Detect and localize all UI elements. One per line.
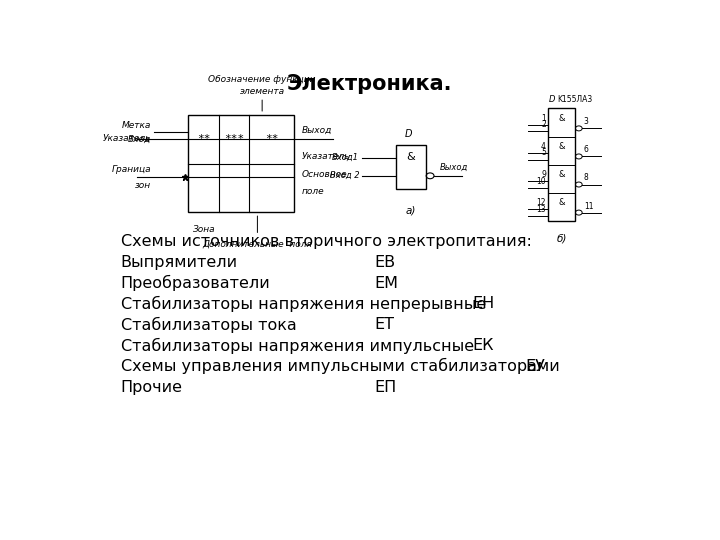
Text: 12: 12 [536, 198, 546, 207]
Text: 8: 8 [584, 173, 588, 183]
Text: Преобразователи: Преобразователи [121, 275, 271, 291]
Text: ЕК: ЕК [472, 338, 494, 353]
Text: &: & [407, 152, 415, 162]
Text: Вход1: Вход1 [332, 153, 359, 162]
Text: 13: 13 [536, 205, 546, 214]
Text: зон: зон [135, 180, 151, 190]
Text: элемента: элемента [240, 87, 284, 96]
Text: Указатель: Указатель [103, 134, 151, 143]
Text: 5: 5 [541, 148, 546, 158]
Text: Основное: Основное [302, 170, 348, 179]
Text: ЕН: ЕН [472, 296, 495, 312]
Bar [188, 114, 294, 212]
Text: 9: 9 [541, 170, 546, 179]
Text: Выход: Выход [440, 163, 468, 172]
Text: поле: поле [302, 187, 325, 196]
Text: Выпрямители: Выпрямители [121, 255, 238, 270]
Text: Обозначение функции: Обозначение функции [208, 75, 316, 84]
Text: &: & [558, 142, 564, 151]
Text: D: D [405, 129, 412, 139]
Bar [547, 109, 575, 221]
Text: Стабилизаторы напряжения непрерывные: Стабилизаторы напряжения непрерывные [121, 296, 486, 312]
Text: &: & [558, 198, 564, 207]
Text: Схемы управления импульсными стабилизаторами: Схемы управления импульсными стабилизато… [121, 358, 559, 374]
Text: D: D [549, 95, 556, 104]
Text: ЕП: ЕП [374, 380, 397, 395]
Text: Зона: Зона [193, 225, 216, 234]
Text: а): а) [405, 205, 416, 215]
Text: **: ** [265, 134, 278, 144]
Text: &: & [558, 170, 564, 179]
Text: 4: 4 [541, 142, 546, 151]
Text: Стабилизаторы тока: Стабилизаторы тока [121, 316, 297, 333]
Text: ЕУ: ЕУ [526, 359, 545, 374]
Text: Выход: Выход [302, 126, 333, 135]
Text: Электроника.: Электроника. [287, 73, 451, 93]
Text: ***: *** [224, 134, 244, 144]
Text: ЕМ: ЕМ [374, 275, 399, 291]
Text: б): б) [557, 233, 567, 243]
Text: Вход 2: Вход 2 [330, 171, 359, 180]
Text: 2: 2 [541, 120, 546, 130]
Text: Прочие: Прочие [121, 380, 183, 395]
Text: Метка: Метка [122, 121, 151, 130]
Text: Указатель: Указатель [302, 152, 351, 161]
Text: 3: 3 [584, 117, 589, 126]
Text: 6: 6 [584, 145, 589, 154]
Text: Схемы источников вторичного электропитания:: Схемы источников вторичного электропитан… [121, 234, 531, 249]
Text: ЕТ: ЕТ [374, 317, 395, 332]
Text: 11: 11 [584, 201, 593, 211]
Text: **: ** [197, 134, 210, 144]
Text: Граница: Граница [112, 165, 151, 174]
Text: K155ЛА3: K155ЛА3 [557, 95, 593, 104]
Text: Дополнительные  поля: Дополнительные поля [202, 239, 312, 248]
Text: &: & [558, 114, 564, 123]
Text: 1: 1 [541, 114, 546, 123]
Bar [395, 145, 426, 188]
Text: 10: 10 [536, 177, 546, 186]
Text: Стабилизаторы напряжения импульсные: Стабилизаторы напряжения импульсные [121, 338, 474, 354]
Text: ЕВ: ЕВ [374, 255, 396, 270]
Text: Вход: Вход [128, 134, 151, 144]
